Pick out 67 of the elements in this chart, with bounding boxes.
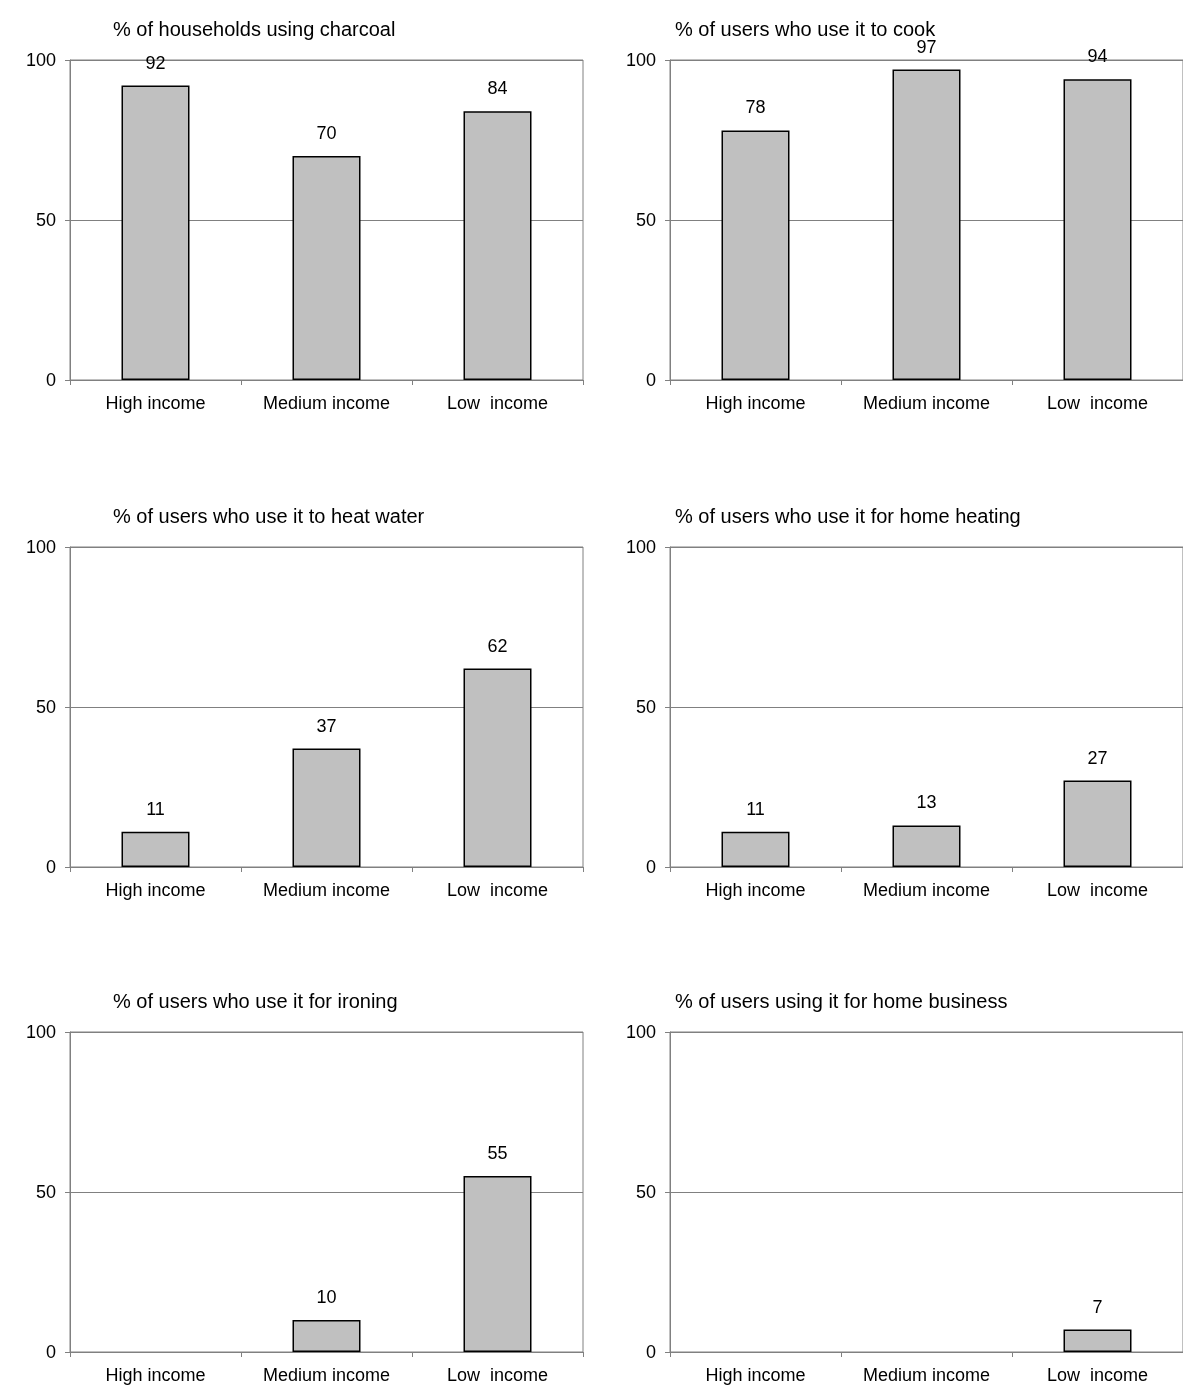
- y-tick-label: 50: [35, 697, 56, 717]
- data-label: 84: [487, 78, 508, 99]
- y-tick-label: 0: [645, 857, 656, 877]
- x-tick-label: Medium income: [862, 880, 991, 900]
- data-label: 78: [745, 97, 766, 118]
- data-label: 92: [145, 52, 166, 73]
- y-tick-label: 100: [25, 1022, 56, 1042]
- y-tick-label: 100: [625, 50, 656, 70]
- y-tick-label: 0: [645, 1342, 656, 1362]
- y-tick-label: 100: [625, 537, 656, 557]
- x-tick-label: Medium income: [862, 1365, 991, 1385]
- chart-title: % of users who use it to heat water: [113, 505, 425, 527]
- bar: [121, 85, 190, 380]
- bar: [292, 748, 361, 867]
- bar: [1063, 79, 1132, 380]
- x-tick-label: High income: [105, 1365, 206, 1385]
- x-tick-label: High income: [705, 880, 806, 900]
- data-label: 11: [746, 798, 765, 819]
- data-label: 7: [1092, 1296, 1103, 1317]
- y-tick-label: 100: [625, 1022, 656, 1042]
- chart-title: % of users who use it for home heating: [675, 505, 1021, 527]
- bar: [1063, 780, 1132, 867]
- y-tick-label: 0: [45, 1342, 56, 1362]
- bar: [721, 831, 790, 867]
- chart-title: % of users who use it for ironing: [113, 990, 398, 1012]
- data-label: 70: [316, 123, 337, 143]
- y-tick-label: 50: [635, 1182, 656, 1202]
- x-tick-label: Medium income: [262, 393, 391, 413]
- x-tick-label: Medium income: [862, 393, 991, 413]
- x-tick-label: High income: [105, 880, 206, 900]
- data-label: 11: [146, 798, 165, 819]
- chart-title: % of households using charcoal: [113, 18, 396, 40]
- x-tick-label: Low income: [1046, 880, 1149, 900]
- y-tick-label: 50: [635, 697, 656, 717]
- y-tick-label: 0: [645, 370, 656, 390]
- data-label: 10: [316, 1287, 337, 1307]
- bar: [463, 668, 532, 867]
- x-tick-label: Low income: [446, 393, 549, 413]
- data-label: 62: [487, 635, 508, 656]
- data-label: 27: [1087, 747, 1108, 768]
- y-tick-label: 100: [25, 537, 56, 557]
- x-tick-label: Low income: [1046, 393, 1149, 413]
- x-tick-label: High income: [705, 393, 806, 413]
- data-label: 55: [487, 1143, 508, 1163]
- x-tick-label: Medium income: [262, 1365, 391, 1385]
- bar: [721, 130, 790, 380]
- x-tick-label: Medium income: [262, 880, 391, 900]
- y-tick-label: 0: [45, 857, 56, 877]
- bar: [463, 111, 532, 380]
- data-label: 37: [316, 715, 337, 736]
- x-tick-label: Low income: [446, 880, 549, 900]
- data-label: 13: [916, 792, 937, 813]
- data-label: 94: [1087, 46, 1108, 67]
- x-tick-label: Low income: [446, 1365, 549, 1385]
- y-tick-label: 50: [35, 1182, 56, 1202]
- chart-title: % of users using it for home business: [675, 990, 1008, 1012]
- y-tick-label: 50: [35, 210, 56, 230]
- x-tick-label: Low income: [1046, 1365, 1149, 1385]
- y-tick-label: 0: [45, 370, 56, 390]
- y-tick-label: 100: [25, 50, 56, 70]
- bar: [121, 831, 190, 867]
- bar: [892, 69, 961, 380]
- x-tick-label: High income: [105, 393, 206, 413]
- bar: [892, 825, 961, 867]
- y-tick-label: 50: [635, 210, 656, 230]
- bar: [292, 156, 361, 380]
- x-tick-label: High income: [705, 1365, 806, 1385]
